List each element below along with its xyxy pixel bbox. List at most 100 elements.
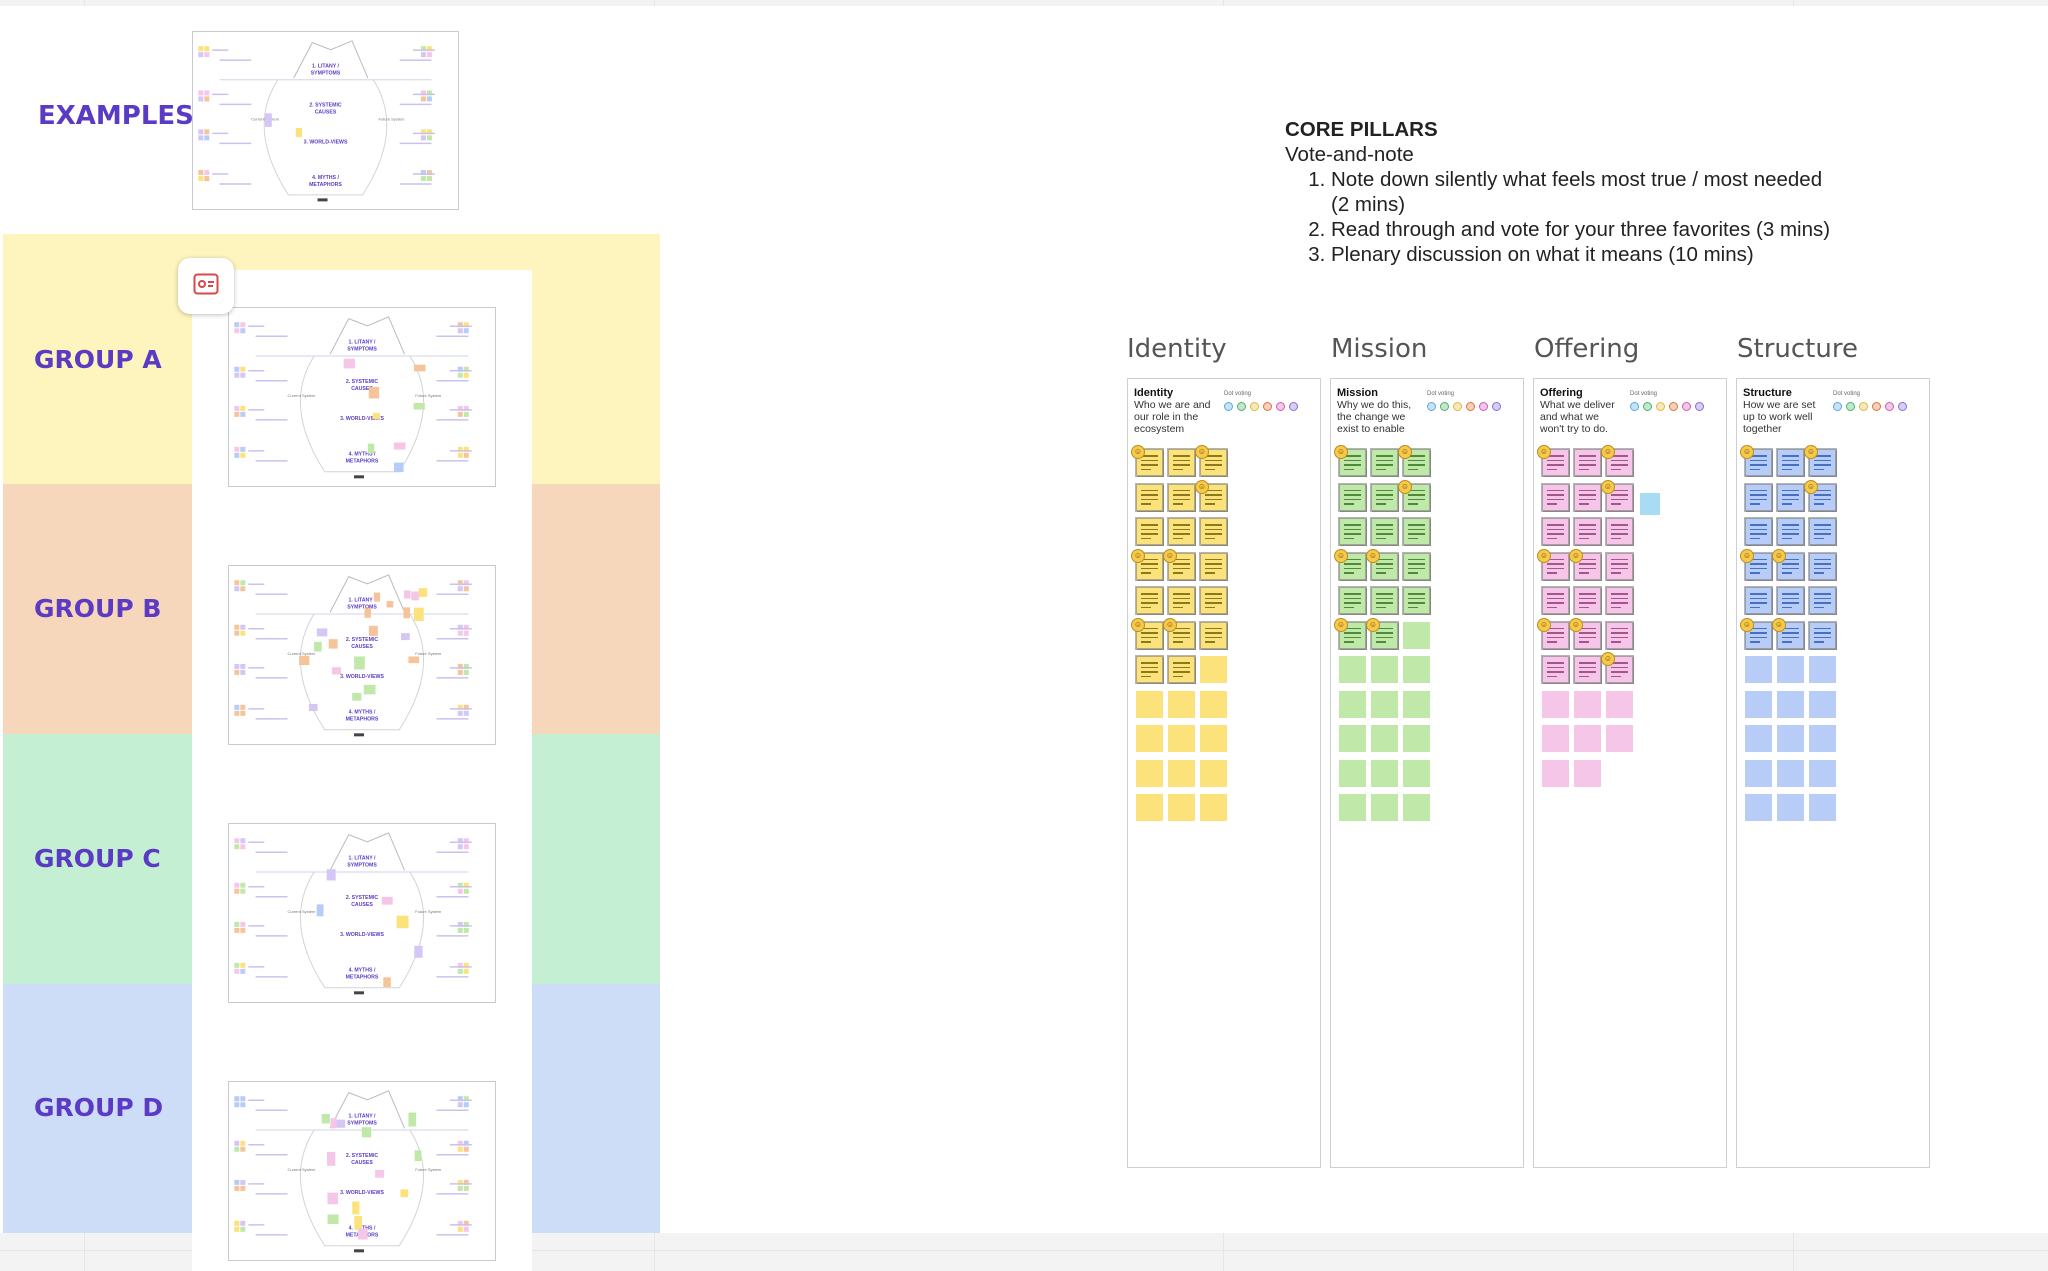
sticky-note[interactable] (1542, 725, 1569, 752)
sticky-note[interactable] (1167, 482, 1196, 512)
sticky-note[interactable] (1403, 759, 1430, 787)
sticky-note[interactable] (1402, 517, 1431, 546)
sticky-note[interactable] (1200, 725, 1227, 752)
sticky-note[interactable] (1371, 725, 1398, 752)
sticky-note[interactable] (1167, 586, 1196, 615)
sticky-note[interactable] (1199, 586, 1228, 615)
sticky-note[interactable] (1776, 482, 1805, 512)
sticky-note[interactable] (1573, 586, 1602, 615)
structure-frame[interactable]: Structure How we are set up to work well … (1736, 378, 1930, 1168)
group-a-board-thumbnail[interactable]: 1. LITANY / SYMPTOMS 2. SYSTEMIC CAUSES 3. W… (228, 307, 496, 487)
sticky-note[interactable] (1745, 690, 1772, 718)
sticky-note[interactable] (1777, 725, 1804, 752)
sticky-note[interactable] (1542, 690, 1569, 718)
vote-dot[interactable] (1669, 402, 1678, 411)
sticky-note[interactable] (1135, 517, 1164, 546)
vote-dot[interactable] (1859, 402, 1868, 411)
sticky-note[interactable] (1744, 517, 1773, 546)
sticky-note[interactable] (1199, 517, 1228, 546)
sticky-note[interactable] (1809, 690, 1836, 718)
group-d-board-thumbnail[interactable]: 1. LITANY / SYMPTOMS 2. SYSTEMIC CAUSES 3. W… (228, 1081, 496, 1261)
sticky-note[interactable] (1605, 482, 1634, 512)
sticky-note[interactable] (1200, 759, 1227, 787)
sticky-note[interactable] (1808, 620, 1837, 650)
vote-dot[interactable] (1427, 402, 1436, 411)
sticky-note[interactable] (1371, 794, 1398, 821)
sticky-note[interactable] (1338, 482, 1367, 512)
presentation-button[interactable] (178, 258, 234, 314)
sticky-note[interactable] (1541, 586, 1570, 615)
sticky-note[interactable] (1339, 690, 1366, 718)
sticky-note[interactable] (1744, 620, 1773, 650)
sticky-note[interactable] (1777, 656, 1804, 683)
sticky-note[interactable] (1809, 656, 1836, 683)
vote-dot[interactable] (1466, 402, 1475, 411)
sticky-note[interactable] (1809, 759, 1836, 787)
sticky-note[interactable] (1370, 517, 1399, 546)
vote-dot[interactable] (1898, 402, 1907, 411)
sticky-note[interactable] (1200, 690, 1227, 718)
vote-dot[interactable] (1643, 402, 1652, 411)
example-board-thumbnail[interactable]: 1. LITANY / SYMPTOMS 2. SYSTEMIC CAUSES 3. W… (192, 31, 459, 210)
vote-dot[interactable] (1289, 402, 1298, 411)
sticky-note[interactable] (1403, 725, 1430, 752)
sticky-note[interactable] (1402, 551, 1431, 581)
mission-frame[interactable]: Mission Why we do this, the change we exi… (1330, 378, 1524, 1168)
sticky-note[interactable] (1135, 586, 1164, 615)
sticky-note[interactable] (1371, 690, 1398, 718)
sticky-note[interactable] (1573, 620, 1602, 650)
sticky-note[interactable] (1808, 517, 1837, 546)
sticky-note[interactable] (1573, 482, 1602, 512)
sticky-note[interactable] (1403, 621, 1430, 649)
sticky-note[interactable] (1167, 517, 1196, 546)
vote-dot[interactable] (1682, 402, 1691, 411)
offering-frame[interactable]: Offering What we deliver and what we won'… (1533, 378, 1727, 1168)
vote-dot[interactable] (1276, 402, 1285, 411)
sticky-note[interactable] (1168, 690, 1195, 718)
vote-dot[interactable] (1833, 402, 1842, 411)
sticky-note[interactable] (1605, 517, 1634, 546)
sticky-note[interactable] (1371, 759, 1398, 787)
vote-dot[interactable] (1237, 402, 1246, 411)
sticky-note[interactable] (1745, 656, 1772, 683)
sticky-note[interactable] (1606, 690, 1633, 718)
sticky-note[interactable] (1541, 517, 1570, 546)
sticky-note[interactable] (1403, 690, 1430, 718)
sticky-note[interactable] (1339, 656, 1366, 683)
sticky-note[interactable] (1745, 759, 1772, 787)
sticky-note[interactable] (1338, 517, 1367, 546)
sticky-note[interactable] (1573, 517, 1602, 546)
vote-dot[interactable] (1440, 402, 1449, 411)
sticky-note[interactable] (1808, 551, 1837, 581)
sticky-note[interactable] (1199, 551, 1228, 581)
group-c-board-thumbnail[interactable]: 1. LITANY / SYMPTOMS 2. SYSTEMIC CAUSES 3. W… (228, 823, 496, 1003)
sticky-note[interactable] (1402, 586, 1431, 615)
sticky-note[interactable] (1640, 493, 1660, 515)
sticky-note[interactable] (1167, 448, 1196, 477)
sticky-note[interactable] (1573, 448, 1602, 477)
sticky-note[interactable] (1776, 517, 1805, 546)
vote-dot[interactable] (1846, 402, 1855, 411)
sticky-note[interactable] (1776, 448, 1805, 477)
vote-dot[interactable] (1224, 402, 1233, 411)
sticky-note[interactable] (1168, 725, 1195, 752)
sticky-note[interactable] (1745, 794, 1772, 821)
sticky-note[interactable] (1808, 586, 1837, 615)
sticky-note[interactable] (1136, 794, 1163, 821)
sticky-note[interactable] (1777, 794, 1804, 821)
sticky-note[interactable] (1136, 725, 1163, 752)
sticky-note[interactable] (1136, 759, 1163, 787)
sticky-note[interactable] (1777, 759, 1804, 787)
sticky-note[interactable] (1574, 690, 1601, 718)
group-b-board-thumbnail[interactable]: 1. LITANY / SYMPTOMS 2. SYSTEMIC CAUSES 3. W… (228, 565, 496, 745)
sticky-note[interactable] (1339, 759, 1366, 787)
sticky-note[interactable] (1168, 759, 1195, 787)
identity-frame[interactable]: Identity Who we are and our role in the e… (1127, 378, 1321, 1168)
vote-dot[interactable] (1695, 402, 1704, 411)
vote-dot[interactable] (1492, 402, 1501, 411)
sticky-note[interactable] (1809, 725, 1836, 752)
sticky-note[interactable] (1776, 586, 1805, 615)
sticky-note[interactable] (1744, 586, 1773, 615)
vote-dot[interactable] (1656, 402, 1665, 411)
sticky-note[interactable] (1542, 759, 1569, 787)
